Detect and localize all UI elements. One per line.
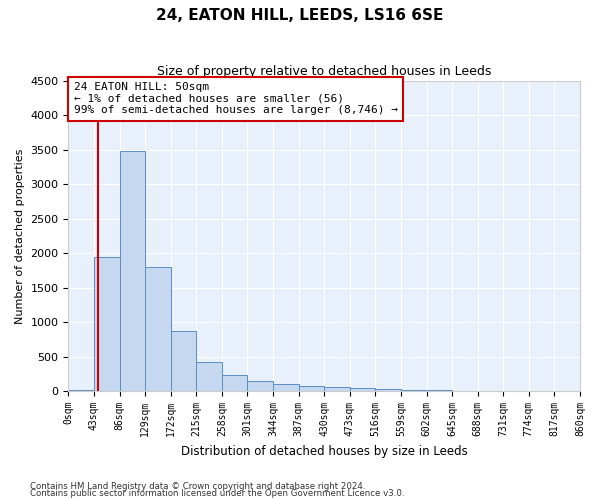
- Bar: [68, 390, 94, 391]
- X-axis label: Distribution of detached houses by size in Leeds: Distribution of detached houses by size …: [181, 444, 467, 458]
- Bar: [478, 390, 503, 391]
- Bar: [247, 381, 273, 391]
- Text: Contains public sector information licensed under the Open Government Licence v3: Contains public sector information licen…: [30, 490, 404, 498]
- Bar: [171, 331, 196, 391]
- Bar: [427, 390, 452, 391]
- Bar: [452, 390, 478, 391]
- Bar: [299, 386, 324, 391]
- Bar: [196, 362, 222, 391]
- Text: 24, EATON HILL, LEEDS, LS16 6SE: 24, EATON HILL, LEEDS, LS16 6SE: [157, 8, 443, 22]
- Bar: [401, 390, 427, 391]
- Text: 24 EATON HILL: 50sqm
← 1% of detached houses are smaller (56)
99% of semi-detach: 24 EATON HILL: 50sqm ← 1% of detached ho…: [74, 82, 398, 116]
- Bar: [145, 267, 171, 391]
- Title: Size of property relative to detached houses in Leeds: Size of property relative to detached ho…: [157, 65, 491, 78]
- Bar: [94, 256, 119, 391]
- Bar: [350, 388, 376, 391]
- Bar: [119, 151, 145, 391]
- Bar: [222, 376, 247, 391]
- Text: Contains HM Land Registry data © Crown copyright and database right 2024.: Contains HM Land Registry data © Crown c…: [30, 482, 365, 491]
- Bar: [273, 384, 299, 391]
- Bar: [376, 389, 401, 391]
- Bar: [324, 387, 350, 391]
- Y-axis label: Number of detached properties: Number of detached properties: [15, 148, 25, 324]
